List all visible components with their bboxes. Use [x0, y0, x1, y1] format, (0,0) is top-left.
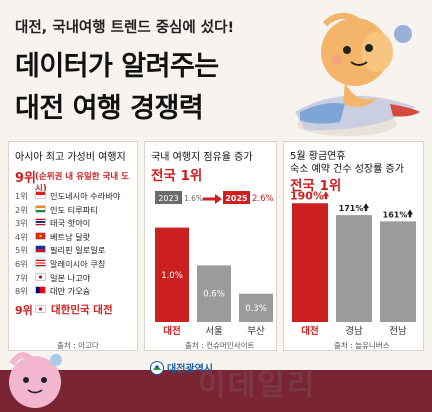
footer-bar	[0, 370, 432, 412]
ranking-number: 2위	[15, 204, 28, 215]
header-subtitle: 대전, 국내여행 트렌드 중심에 섰다!	[15, 20, 235, 36]
trend-from-value: 1.6%	[184, 194, 203, 203]
ranking-city-name: 인도네시아 수라바야	[50, 191, 121, 201]
panel-market-share: 국내 여행지 점유율 증가 전국 1위 2023 1.6% 2025 2.6% 1.0%…	[144, 141, 277, 351]
ranking-city-name: 필리핀 일로일로	[50, 245, 106, 256]
japan-flag-icon	[35, 272, 46, 281]
bar-1	[155, 227, 189, 322]
panel3-source: 출처 : 놀유니버스	[334, 341, 390, 350]
ranking-number: 5위	[15, 245, 28, 256]
ranking-city-name: 베트남 달랏	[50, 231, 91, 242]
trend-to-year: 2025	[225, 194, 248, 203]
panel2-source: 출처 : 컨슈머인사이트	[185, 341, 255, 350]
thailand-flag-icon	[35, 218, 46, 227]
malaysia-flag-icon	[35, 258, 46, 267]
panel3-title-line2: 숙소 예약 건수 성장률 증가	[290, 164, 404, 175]
up-arrow-icon	[363, 203, 369, 212]
ranking-city-name: 일본 나고야	[50, 272, 91, 283]
panel1-source: 출처 : 아고다	[57, 341, 99, 350]
korea-flag-icon	[35, 304, 46, 313]
panel1-rank-big: 9위	[15, 171, 37, 186]
bar-value-label: 190%	[290, 189, 324, 202]
bar-value-label: 1.0%	[161, 271, 183, 281]
trend-from-year: 2023	[158, 194, 178, 203]
trend-arrow-icon	[203, 194, 222, 204]
ranking-city-name: 말레이시아 쿠칭	[50, 258, 106, 269]
ranking-city-name: 인도 티루파티	[50, 204, 98, 215]
ranking-row: 8위 대만 가오슝	[13, 283, 135, 297]
bar-value-label: 0.3%	[245, 304, 267, 314]
trend-to-value: 2.6%	[252, 194, 274, 204]
bar-category-label: 경남	[345, 325, 363, 337]
ranking-number: 3위	[15, 218, 28, 229]
ranking-number: 6위	[15, 258, 28, 269]
ranking-row: 2위 인도 티루파티	[13, 202, 135, 216]
india-flag-icon	[35, 204, 46, 213]
bar-value-label: 0.6%	[203, 290, 225, 300]
bar-value-label: 161%	[383, 210, 408, 219]
philippines-flag-icon	[35, 245, 46, 254]
vietnam-flag-icon	[35, 231, 46, 240]
ranking-row: 3위 태국 핫야이	[13, 215, 135, 229]
bar-category-label: 전남	[389, 326, 407, 337]
header-title-line2: 대전 여행 경쟁력	[15, 93, 204, 124]
booking-growth-chart: 190% 대전 171% 경남 161% 전남	[290, 189, 416, 337]
ranking-city-name: 대만 가오슝	[50, 286, 91, 297]
ranking-row: 5위 필리핀 일로일로	[13, 242, 135, 256]
ranking-number: 1위	[15, 191, 28, 201]
ranking-row: 4위 베트남 달랏	[13, 229, 135, 243]
bar-3	[239, 293, 273, 322]
bar-category-label: 대전	[301, 325, 318, 337]
panel1-title: 아시아 최고 가성비 여행지	[15, 152, 126, 163]
mascot-small-illustration	[9, 352, 62, 408]
panel-booking-growth: 5월 황금연휴 숙소 예약 건수 성장률 증가 전국 1위 190% 대전 171%…	[283, 141, 424, 351]
ranking-row: 1위 인도네시아 수라바야	[13, 188, 135, 202]
trend-from-year-badge	[155, 191, 182, 204]
panel2-title: 국내 여행지 점유율 증가	[151, 152, 253, 163]
header-title-line1: 데이터가 알려주는	[15, 51, 219, 82]
ranking-number: 9위	[15, 303, 33, 317]
ranking-city-name: 대한민국 대전	[51, 303, 113, 316]
ranking-list: 1위 인도네시아 수라바야 2위 인도 티루파티 3위 태국 핫야이 4위 베트남 달랏 5위 필…	[13, 188, 135, 317]
mascot-rocket-illustration	[295, 12, 420, 136]
ranking-row: 6위 말레이시아 쿠칭	[13, 256, 135, 270]
publisher-watermark: 이데일리	[198, 368, 317, 403]
panel3-headline: 전국 1위	[290, 178, 342, 194]
indonesia-flag-icon	[35, 191, 46, 199]
bar-category-label: 서울	[205, 326, 223, 337]
bar-value-label: 171%	[339, 204, 364, 213]
panel1-rank-note: (순위권 내 유일한 국내 도시)	[35, 172, 129, 194]
panel3-title-line1: 5월 황금연휴	[290, 151, 346, 162]
ranking-city-name: 태국 핫야이	[50, 218, 91, 229]
ranking-row-highlight: 9위 대한민국 대전	[13, 301, 135, 317]
taiwan-flag-icon	[35, 286, 46, 295]
city-logo-text: 대전광역시	[167, 364, 213, 375]
trend-to-year-badge	[223, 191, 250, 204]
bar-3	[380, 221, 416, 322]
ranking-number: 4위	[15, 231, 28, 242]
bar-2	[336, 215, 372, 322]
up-arrow-icon	[407, 209, 413, 218]
up-arrow-icon	[323, 191, 329, 200]
ranking-number: 8위	[15, 286, 28, 297]
bar-category-label: 부산	[247, 326, 265, 337]
market-share-chart: 2023 1.6% 2025 2.6% 1.0% 대전 0.6% 서울 0.3% 부산	[155, 191, 274, 337]
panel2-headline: 전국 1위	[151, 168, 203, 184]
city-emblem-icon	[150, 360, 164, 375]
city-logo: 대전광역시	[150, 360, 213, 375]
ranking-number: 7위	[15, 272, 28, 283]
ranking-row: 7위 일본 나고야	[13, 270, 135, 284]
bar-1	[292, 203, 328, 322]
bar-category-label: 대전	[163, 325, 180, 337]
bar-2	[197, 265, 231, 322]
